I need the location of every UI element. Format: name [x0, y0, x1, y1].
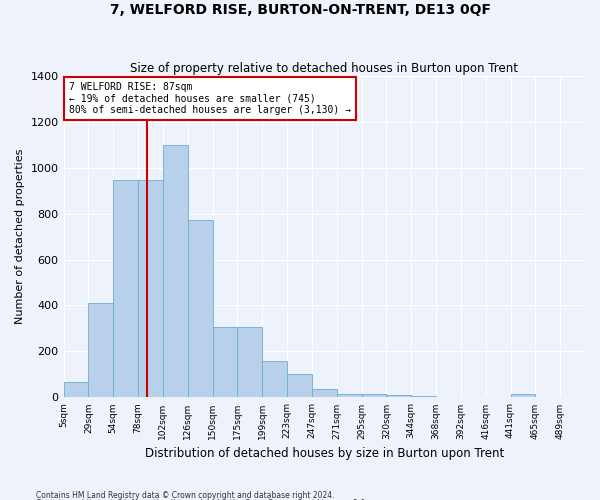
- Y-axis label: Number of detached properties: Number of detached properties: [15, 149, 25, 324]
- Title: Size of property relative to detached houses in Burton upon Trent: Size of property relative to detached ho…: [130, 62, 518, 74]
- Text: Contains public sector information licensed under the Open Government Licence v3: Contains public sector information licen…: [36, 499, 368, 500]
- Bar: [362, 394, 386, 398]
- Text: 7, WELFORD RISE, BURTON-ON-TRENT, DE13 0QF: 7, WELFORD RISE, BURTON-ON-TRENT, DE13 0…: [110, 2, 491, 16]
- Bar: [386, 395, 411, 398]
- Bar: [138, 180, 163, 398]
- Bar: [88, 303, 113, 398]
- Bar: [411, 396, 436, 398]
- Bar: [312, 390, 337, 398]
- Bar: [113, 180, 138, 398]
- Bar: [262, 360, 287, 398]
- Bar: [163, 144, 188, 398]
- Bar: [238, 328, 262, 398]
- Bar: [287, 374, 312, 398]
- Bar: [212, 328, 238, 398]
- Bar: [511, 394, 535, 398]
- Bar: [64, 382, 88, 398]
- Bar: [337, 394, 362, 398]
- Text: 7 WELFORD RISE: 87sqm
← 19% of detached houses are smaller (745)
80% of semi-det: 7 WELFORD RISE: 87sqm ← 19% of detached …: [69, 82, 351, 116]
- Text: Contains HM Land Registry data © Crown copyright and database right 2024.: Contains HM Land Registry data © Crown c…: [36, 490, 335, 500]
- Bar: [188, 220, 212, 398]
- X-axis label: Distribution of detached houses by size in Burton upon Trent: Distribution of detached houses by size …: [145, 447, 504, 460]
